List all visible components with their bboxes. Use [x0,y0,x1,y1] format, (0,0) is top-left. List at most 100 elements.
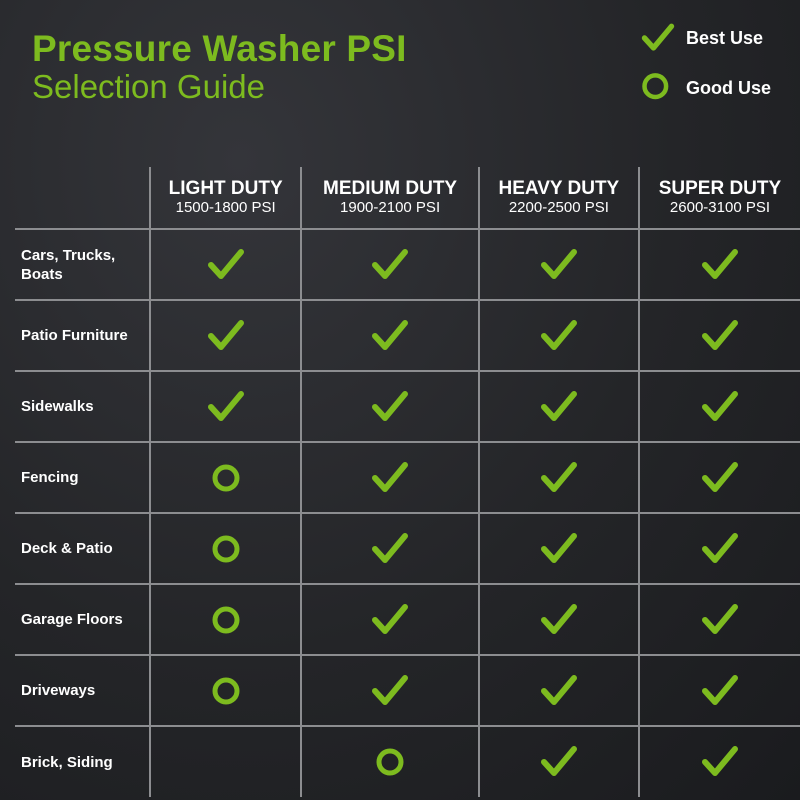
checkmark-icon [701,461,738,492]
table-row: Brick, Siding [15,725,800,797]
rating-cell [477,299,640,372]
rating-cell [637,654,800,727]
row-label: Patio Furniture [15,299,151,372]
column-psi: 1500-1800 PSI [175,199,276,216]
rating-cell [148,370,303,443]
column-header: HEAVY DUTY 2200-2500 PSI [477,167,640,230]
checkmark-icon [701,390,738,421]
rating-cell [148,725,303,797]
checkmark-icon [207,248,244,279]
row-label: Garage Floors [15,583,151,656]
checkmark-icon [701,248,738,279]
circle-icon [376,748,404,776]
checkmark-icon [372,532,409,563]
rating-cell [148,654,303,727]
rating-cell [148,228,303,301]
checkmark-icon [207,390,244,421]
legend-best: Best Use [640,20,763,56]
checkmark-icon [641,23,675,51]
checkmark-icon [540,248,577,279]
circle-icon [212,535,240,562]
row-label: Deck & Patio [15,512,151,585]
checkmark-icon [372,603,409,634]
rating-cell [300,228,480,301]
checkmark-icon [540,390,577,421]
column-psi: 1900-2100 PSI [340,199,441,216]
checkmark-icon [372,248,409,279]
column-name: SUPER DUTY [658,178,782,199]
table-row: Driveways [15,654,800,727]
checkmark-icon [701,746,738,776]
rating-cell [477,370,640,443]
checkmark-icon [207,319,244,350]
table-row: Fencing [15,441,800,514]
row-label: Driveways [15,654,151,727]
rating-cell [300,370,480,443]
column-name: HEAVY DUTY [498,178,620,199]
rating-cell [637,583,800,656]
circle-icon [212,606,240,633]
circle-icon [642,73,669,100]
column-header: MEDIUM DUTY 1900-2100 PSI [300,167,480,230]
row-label: Brick, Siding [15,725,151,797]
table-row: Sidewalks [15,370,800,443]
legend-good-label: Good Use [686,77,772,98]
column-name: LIGHT DUTY [168,178,283,199]
rating-cell [300,654,480,727]
checkmark-icon [701,603,738,634]
checkmark-icon [372,461,409,492]
rating-cell [300,583,480,656]
checkmark-icon [540,461,577,492]
rating-cell [637,725,800,797]
rating-cell [637,228,800,301]
rating-cell [300,725,480,797]
rating-cell [148,441,303,514]
corner-cell [15,167,151,230]
rating-cell [637,441,800,514]
checkmark-icon [372,319,409,350]
circle-icon [212,677,240,704]
checkmark-icon [372,674,409,705]
column-psi: 2200-2500 PSI [508,199,609,216]
rating-cell [477,512,640,585]
checkmark-icon [540,603,577,634]
checkmark-icon [372,390,409,421]
title-line-1: Pressure Washer PSI [32,28,407,69]
rating-cell [637,370,800,443]
rating-cell [300,441,480,514]
legend-good: Good Use [640,70,771,106]
rating-cell [477,441,640,514]
rating-cell [148,583,303,656]
table-row: Patio Furniture [15,299,800,372]
column-header: LIGHT DUTY 1500-1800 PSI [148,167,303,230]
row-label: Sidewalks [15,370,151,443]
rating-cell [148,299,303,372]
checkmark-icon [540,532,577,563]
checkmark-icon [540,674,577,705]
rating-cell [477,725,640,797]
checkmark-icon [701,674,738,705]
checkmark-icon [540,319,577,350]
column-name: MEDIUM DUTY [323,178,458,199]
column-header: SUPER DUTY 2600-3100 PSI [637,167,800,230]
column-psi: 2600-3100 PSI [669,199,770,216]
checkmark-icon [701,319,738,350]
row-label: Cars, Trucks, Boats [15,228,151,301]
checkmark-icon [540,746,577,776]
rating-cell [477,583,640,656]
rating-cell [637,512,800,585]
rating-cell [300,299,480,372]
table-row: Deck & Patio [15,512,800,585]
checkmark-icon [701,532,738,563]
circle-icon [212,464,240,491]
row-label: Fencing [15,441,151,514]
rating-cell [477,228,640,301]
rating-cell [637,299,800,372]
rating-cell [477,654,640,727]
legend-best-label: Best Use [686,27,764,48]
title-line-2: Selection Guide [32,68,265,105]
psi-table: LIGHT DUTY 1500-1800 PSI MEDIUM DUTY 1900-2… [15,167,800,797]
table-row: Garage Floors [15,583,800,656]
table-row: Cars, Trucks, Boats [15,228,800,301]
rating-cell [300,512,480,585]
